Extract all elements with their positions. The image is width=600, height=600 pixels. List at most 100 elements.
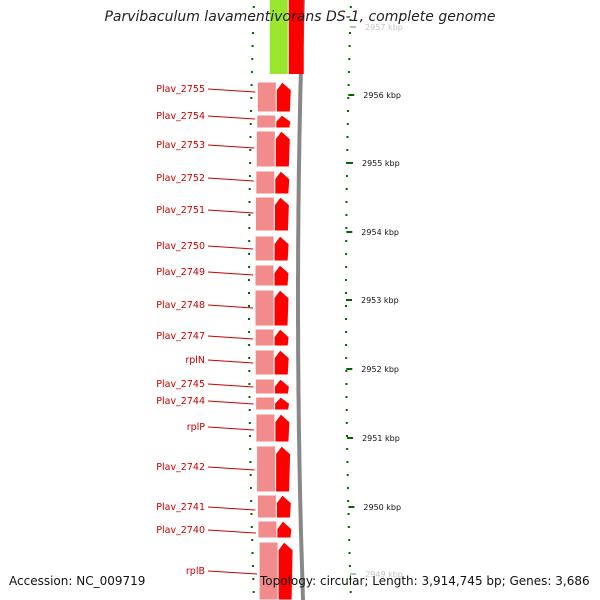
inner-tick	[248, 305, 250, 307]
gene-label-Plav_2749: Plav_2749	[156, 267, 205, 278]
kbp-scale: 2957 kbp 2956 kbp 2955 kbp 2954 kbp 2953 kbp…	[346, 23, 403, 579]
gene-segment-rplN	[254, 349, 275, 376]
inner-tick	[249, 136, 252, 138]
gene-labels: Plav_2755 Plav_2754 Plav_2753 Plav_2752 Plav…	[156, 84, 258, 577]
gene-label-Plav_2751: Plav_2751	[156, 205, 205, 216]
outer-tick	[345, 396, 348, 398]
gene-arrow-Plav_2747	[273, 328, 290, 347]
inner-tick	[249, 123, 252, 125]
outer-tick	[347, 110, 349, 112]
gene-leader-Plav_2742	[207, 466, 255, 471]
gene-arrow-Plav_2741	[275, 494, 292, 519]
outer-tick	[349, 6, 352, 8]
gene-arrow-track	[273, 0, 304, 600]
inner-tick	[248, 357, 251, 359]
gene-label-Plav_2750: Plav_2750	[156, 241, 205, 252]
inner-tick	[249, 149, 252, 151]
inner-tick	[248, 175, 251, 177]
outer-tick	[345, 188, 348, 190]
inner-tick	[251, 565, 254, 567]
outer-tick	[345, 318, 347, 320]
inner-tick	[248, 292, 250, 294]
outer-tick	[345, 214, 348, 216]
inner-tick	[248, 409, 251, 411]
gene-leader-Plav_2741	[207, 506, 256, 511]
inner-tick	[251, 45, 254, 47]
gene-segment-rplP	[255, 413, 276, 443]
inner-tick	[250, 526, 253, 528]
kbp-label: 2954 kbp	[361, 228, 399, 237]
gene-label-Plav_2752: Plav_2752	[156, 173, 205, 184]
outer-tick	[345, 357, 348, 359]
gene-leader-Plav_2747	[207, 335, 254, 340]
outer-tick	[347, 97, 350, 99]
inner-tick	[248, 227, 251, 229]
gene-label-Plav_2744: Plav_2744	[156, 396, 205, 407]
outer-tick	[345, 266, 348, 268]
gene-arrow-Plav_2750	[273, 235, 290, 262]
gene-leader-rplN	[207, 359, 254, 364]
outer-tick	[346, 487, 349, 489]
outer-tick	[345, 227, 348, 229]
inner-tick	[250, 513, 253, 515]
inner-tick	[250, 84, 253, 86]
gene-leader-Plav_2750	[207, 245, 254, 250]
gene-segment-Plav_2745	[254, 378, 275, 395]
kbp-label: 2953 kbp	[361, 296, 399, 305]
outer-tick	[346, 149, 349, 151]
inner-tick	[248, 344, 251, 346]
gene-segment-Plav_2751	[254, 196, 275, 232]
gene-arrow-rplN	[273, 349, 290, 376]
outer-tick	[348, 565, 351, 567]
gene-label-Plav_2753: Plav_2753	[156, 140, 205, 151]
gene-segment-Plav_2747	[254, 328, 275, 347]
gene-leader-Plav_2751	[207, 209, 254, 214]
outer-tick	[348, 45, 351, 47]
gene-label-rplN: rplN	[185, 355, 205, 366]
outer-tick	[346, 474, 349, 476]
outer-tick	[347, 71, 350, 73]
highlight-gene-light	[269, 0, 288, 74]
inner-tick	[248, 240, 251, 242]
gene-label-Plav_2742: Plav_2742	[156, 462, 205, 473]
inner-tick	[248, 214, 251, 216]
outer-tick	[345, 292, 347, 294]
outer-tick	[345, 201, 348, 203]
gene-arrow-Plav_2751	[273, 196, 290, 232]
inner-tick	[248, 422, 251, 424]
kbp-tick	[350, 26, 357, 28]
outer-tick	[347, 84, 350, 86]
gene-arrow-Plav_2745	[273, 378, 290, 395]
gene-leader-Plav_2748	[207, 304, 254, 309]
gene-label-Plav_2754: Plav_2754	[156, 111, 205, 122]
outer-tick	[347, 500, 350, 502]
gene-leader-Plav_2753	[207, 144, 255, 149]
gene-arrow-Plav_2749	[273, 264, 290, 287]
kbp-label: 2951 kbp	[362, 434, 400, 443]
inner-tick	[250, 97, 253, 99]
inner-tick	[251, 539, 254, 541]
outer-tick	[345, 240, 348, 242]
inner-tick	[248, 188, 251, 190]
gene-segment-Plav_2742	[256, 445, 277, 493]
gene-label-Plav_2745: Plav_2745	[156, 379, 205, 390]
topology-text: Topology: circular; Length: 3,914,745 bp…	[260, 574, 590, 588]
genome-title: Parvibaculum lavamentivorans DS-1, compl…	[104, 9, 496, 25]
outer-tick	[345, 383, 348, 385]
gene-arrow-Plav_2754	[275, 114, 292, 129]
gene-leader-Plav_2755	[207, 88, 256, 93]
gene-label-Plav_2741: Plav_2741	[156, 502, 205, 513]
gene-label-Plav_2755: Plav_2755	[156, 84, 205, 95]
gene-leader-rplP	[207, 426, 254, 431]
inner-tick	[249, 448, 252, 450]
kbp-tick	[348, 94, 355, 96]
kbp-tick	[347, 162, 353, 164]
backbone	[294, 0, 307, 600]
kbp-label: 2957 kbp	[365, 23, 403, 32]
outer-tick	[346, 448, 349, 450]
inner-tick	[250, 71, 253, 73]
inner-tick	[250, 110, 252, 112]
kbp-tick	[346, 231, 353, 233]
kbp-tick	[348, 506, 355, 508]
gene-label-Plav_2748: Plav_2748	[156, 300, 205, 311]
